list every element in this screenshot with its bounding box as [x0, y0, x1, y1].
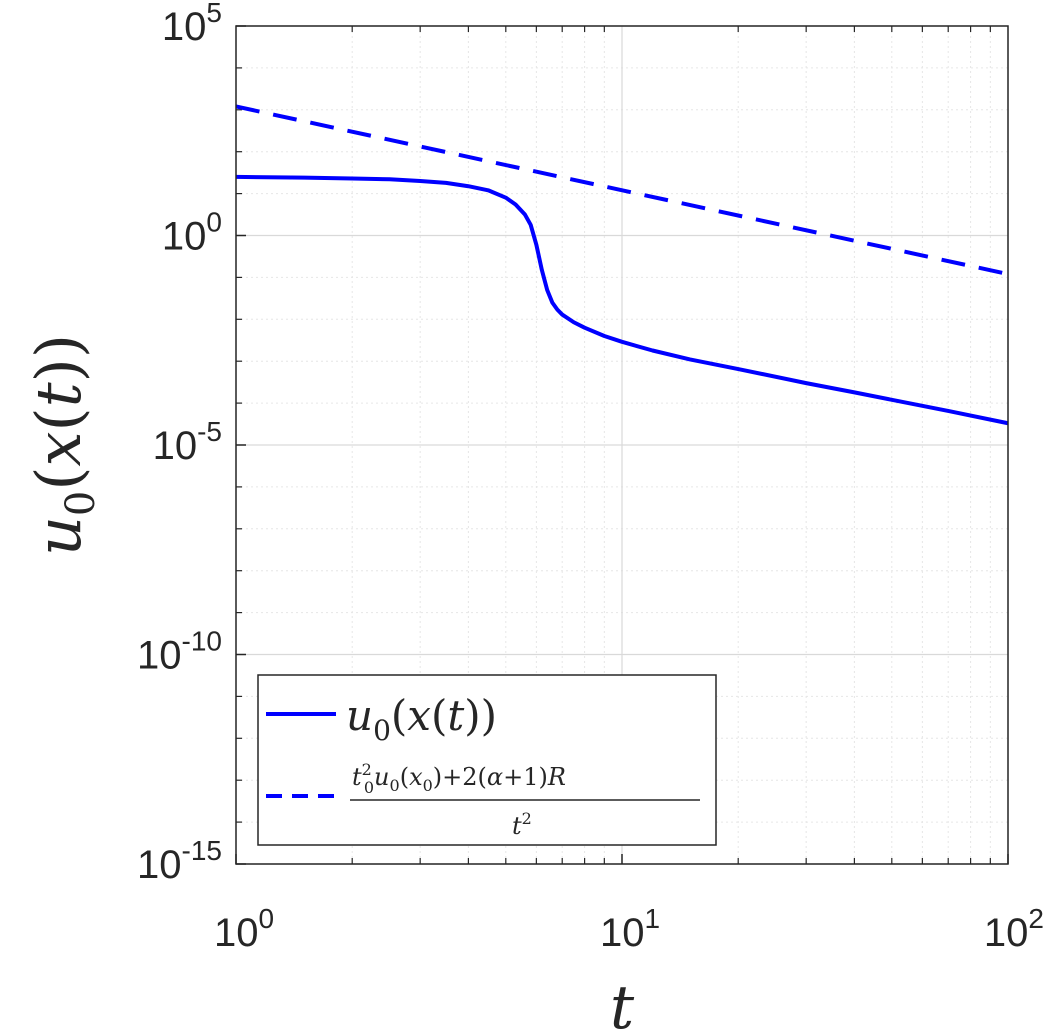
y-tick-label: 10-5 — [153, 416, 222, 468]
x-tick-label: 101 — [600, 903, 660, 955]
y-tick-label: 100 — [162, 207, 222, 259]
y-tick-labels: 10-15 10-10 10-5 100 105 — [137, 0, 222, 887]
x-tick-label: 100 — [214, 903, 274, 955]
series-line-u0 — [235, 174, 1009, 426]
x-axis-label: t — [610, 973, 635, 1035]
y-tick-label: 105 — [162, 0, 222, 49]
series-layer — [235, 104, 1009, 426]
plot-area-frame — [235, 25, 1009, 865]
legend-box — [257, 674, 717, 846]
series-line-bound — [235, 104, 1009, 277]
svg-text:u0(x(t)): u0(x(t)) — [22, 334, 104, 556]
legend-entry-bound: t2 0u0(x0)+2(α+1)R t2 — [350, 760, 700, 840]
y-tick-label: 10-15 — [137, 835, 222, 887]
svg-text:t2: t2 — [512, 809, 532, 840]
y-tick-label: 10-10 — [137, 626, 222, 678]
legend: u0(x(t)) t2 0u0(x0)+2(α+1)R t2 — [257, 674, 717, 846]
legend-entry-u0: u0(x(t)) — [346, 691, 497, 747]
x-tick-label: 102 — [984, 903, 1044, 955]
x-tick-labels: 100 101 102 — [214, 903, 1044, 955]
y-axis-label: u0(x(t)) — [22, 334, 104, 556]
